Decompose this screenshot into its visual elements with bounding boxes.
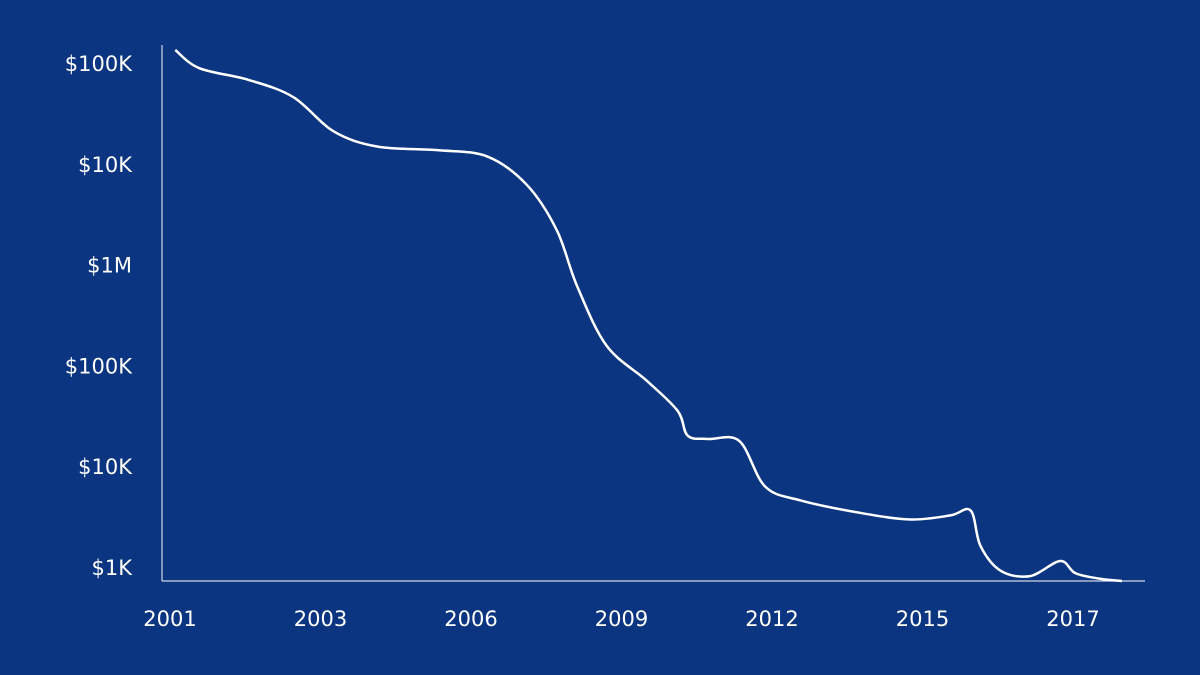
x-tick-label: 2001 [143,607,196,631]
y-tick-label: $10K [78,153,133,177]
y-tick-label: $10K [78,455,133,479]
x-tick-label: 2009 [595,607,648,631]
x-tick-label: 2006 [444,607,497,631]
y-tick-label: $100K [65,354,133,378]
y-tick-label: $100K [65,52,133,76]
y-tick-label: $1K [92,556,134,580]
y-tick-label: $1M [87,254,132,278]
x-tick-label: 2012 [745,607,798,631]
x-tick-label: 2003 [294,607,347,631]
line [174,48,1123,583]
x-tick-label: 2015 [896,607,949,631]
x-tick-label: 2017 [1046,607,1099,631]
